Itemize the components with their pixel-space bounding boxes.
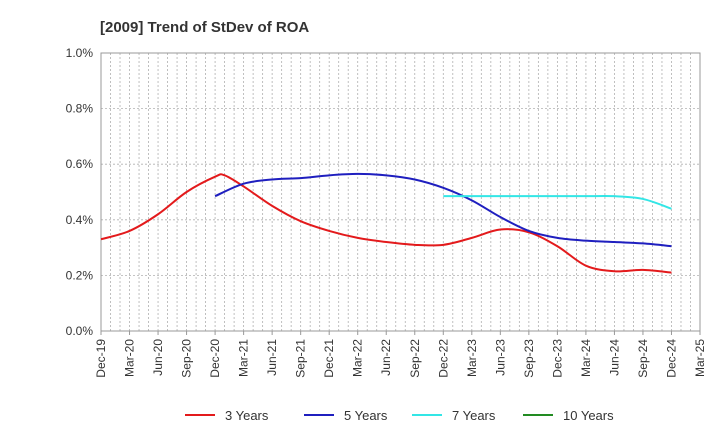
x-tick-label: Jun-21 bbox=[265, 339, 279, 376]
grid bbox=[101, 53, 700, 331]
x-tick-label: Mar-24 bbox=[579, 339, 593, 377]
x-tick-label: Mar-23 bbox=[465, 339, 479, 377]
x-tick-label: Mar-22 bbox=[351, 339, 365, 377]
x-tick-label: Sep-22 bbox=[408, 339, 422, 378]
x-tick-label: Mar-20 bbox=[123, 339, 137, 377]
series-line-2 bbox=[214, 172, 672, 248]
x-tick-label: Jun-24 bbox=[607, 339, 621, 376]
y-tick-label: 0.0% bbox=[66, 324, 94, 338]
y-tick-label: 0.2% bbox=[66, 268, 94, 282]
x-tick-label: Sep-21 bbox=[294, 339, 308, 378]
legend-label-1: 3 Years bbox=[225, 408, 269, 423]
legend-label-3: 7 Years bbox=[452, 408, 496, 423]
x-tick-label: Sep-23 bbox=[522, 339, 536, 378]
y-tick-labels: 0.0% 0.2% 0.4% 0.6% 0.8% 1.0% bbox=[66, 46, 94, 338]
series-lines bbox=[100, 172, 672, 274]
plot-frame bbox=[100, 52, 701, 332]
legend: 3 Years 5 Years 7 Years 10 Years bbox=[185, 408, 614, 423]
x-tick-label: Mar-25 bbox=[693, 339, 707, 377]
chart-title: [2009] Trend of StDev of ROA bbox=[100, 19, 309, 36]
x-tick-label: Dec-21 bbox=[322, 339, 336, 378]
x-tick-label: Dec-22 bbox=[436, 339, 450, 378]
y-tick-label: 0.4% bbox=[66, 213, 94, 227]
y-tick-label: 1.0% bbox=[66, 46, 94, 60]
x-tick-label: Mar-21 bbox=[237, 339, 251, 377]
x-tick-label: Dec-24 bbox=[664, 339, 678, 378]
x-tick-label: Sep-24 bbox=[636, 339, 650, 378]
x-tick-label: Dec-23 bbox=[550, 339, 564, 378]
series-line-1 bbox=[100, 173, 672, 274]
x-tick-label: Jun-23 bbox=[493, 339, 507, 376]
y-tick-label: 0.6% bbox=[66, 157, 94, 171]
x-tick-label: Sep-20 bbox=[180, 339, 194, 378]
series-line-3 bbox=[443, 194, 672, 210]
x-tick-label: Dec-20 bbox=[208, 339, 222, 378]
x-tick-label: Jun-22 bbox=[379, 339, 393, 376]
y-tick-label: 0.8% bbox=[66, 102, 94, 116]
x-tick-labels: Dec-19 Mar-20 Jun-20 Sep-20 Dec-20 Mar-21 Jun-… bbox=[94, 331, 707, 378]
legend-label-4: 10 Years bbox=[563, 408, 614, 423]
legend-label-2: 5 Years bbox=[344, 408, 388, 423]
x-tick-label: Dec-19 bbox=[94, 339, 108, 378]
x-tick-label: Jun-20 bbox=[151, 339, 165, 376]
